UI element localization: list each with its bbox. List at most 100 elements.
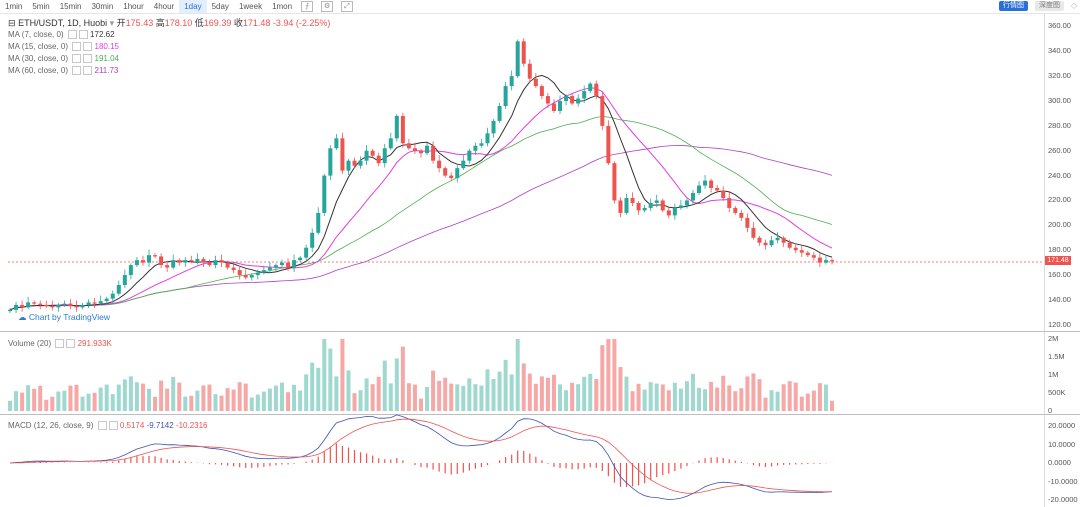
volume-bar — [128, 376, 133, 411]
eye-icon[interactable] — [55, 339, 65, 349]
open-value: 175.43 — [125, 18, 154, 28]
eye-icon[interactable] — [72, 66, 82, 76]
view-depth-button[interactable]: 深度图 — [1035, 1, 1064, 11]
eye-icon[interactable] — [72, 54, 82, 64]
volume-bar — [684, 381, 689, 411]
close-icon[interactable] — [83, 42, 93, 52]
interval-30min[interactable]: 30min — [91, 2, 114, 11]
close-icon[interactable] — [83, 54, 93, 64]
price-tick: 360.00 — [1048, 21, 1071, 31]
candle-body — [352, 160, 357, 166]
candle-body — [763, 242, 768, 246]
macd-hist-bar — [214, 463, 217, 465]
macd-hist-bar — [305, 461, 307, 463]
macd-hist-bar — [789, 463, 791, 465]
tradingview-watermark[interactable]: ☁ Chart by TradingView — [18, 312, 110, 323]
candle-body — [823, 260, 828, 263]
candle-body — [721, 190, 726, 198]
macd-hist-bar — [656, 463, 658, 478]
close-icon[interactable] — [108, 421, 118, 431]
fullscreen-toggle-icon[interactable]: ◇ — [1070, 1, 1077, 10]
macd-hist-bar — [178, 460, 180, 463]
macd-hist-bar — [668, 463, 670, 474]
low-value: 169.39 — [203, 18, 232, 28]
candle-body — [793, 247, 798, 251]
macd-hist-bar — [704, 458, 706, 463]
eye-icon[interactable] — [72, 42, 82, 52]
interval-1week[interactable]: 1week — [238, 2, 263, 11]
macd-hist-bar — [414, 463, 416, 466]
volume-bar — [455, 384, 460, 411]
macd-hist-bar — [353, 450, 356, 463]
eye-icon[interactable] — [67, 30, 77, 40]
candle-body — [419, 150, 423, 154]
interval-1hour[interactable]: 1hour — [123, 2, 144, 11]
candle-body — [606, 125, 611, 164]
ma60-value: 211.73 — [94, 66, 119, 75]
close-icon[interactable] — [78, 30, 88, 40]
volume-bar — [86, 393, 91, 411]
candle-body — [237, 270, 242, 276]
volume-bar — [14, 391, 19, 411]
candle-body — [558, 101, 563, 111]
macd-hist-bar — [420, 463, 422, 467]
volume-bar — [564, 390, 569, 411]
volume-bar — [799, 396, 804, 411]
candle-body — [364, 150, 369, 161]
interval-5day[interactable]: 5day — [211, 2, 229, 11]
candle-body — [660, 200, 665, 211]
symbol-menu-icon[interactable]: ▾ — [109, 18, 115, 28]
macd-hist-bar — [577, 463, 579, 470]
macd-hist-bar — [136, 456, 138, 463]
candle-body — [666, 210, 671, 216]
volume-bar — [286, 392, 291, 411]
volume-bar — [672, 382, 677, 411]
interval-1min[interactable]: 1min — [5, 2, 23, 11]
price-tick: 200.00 — [1048, 220, 1071, 230]
fullscreen-icon[interactable]: ⤢ — [341, 1, 354, 12]
candle-body — [684, 200, 689, 206]
macd-hist-bar — [323, 451, 325, 463]
close-icon[interactable] — [83, 66, 93, 76]
volume-bar — [654, 383, 659, 411]
volume-bar — [419, 398, 423, 411]
interval-1mon[interactable]: 1mon — [272, 2, 293, 11]
macd-hist-bar — [777, 463, 779, 466]
eye-icon[interactable] — [97, 421, 107, 431]
candle-body — [201, 258, 206, 263]
volume-bar — [594, 379, 599, 411]
volume-bar — [279, 382, 284, 411]
volume-bar — [213, 394, 218, 411]
macd-hist-bar — [498, 460, 501, 463]
volume-bar — [261, 391, 266, 411]
candle-body — [467, 150, 472, 161]
candle-body — [140, 260, 145, 263]
interval-15min[interactable]: 15min — [59, 2, 82, 11]
candle-body — [479, 143, 484, 146]
interval-5min[interactable]: 5min — [32, 2, 50, 11]
volume-bar — [570, 382, 575, 411]
macd-hist-bar — [583, 463, 585, 469]
indicator-icon[interactable]: ⨍ — [301, 1, 314, 12]
low-label: 低 — [194, 18, 204, 28]
volume-bar — [183, 396, 188, 411]
view-chart-button[interactable]: 行情图 — [999, 1, 1028, 11]
signal-line — [9, 418, 833, 494]
macd-hist-bar — [547, 463, 549, 464]
volume-bar — [165, 388, 170, 411]
macd-hist-bar — [124, 458, 126, 463]
macd-hist-bar — [263, 463, 265, 467]
macd-hist-bar — [148, 455, 150, 463]
volume-bar — [195, 390, 200, 411]
settings-gear-icon[interactable]: ⚙ — [321, 1, 334, 12]
interval-4hour[interactable]: 4hour — [153, 2, 175, 11]
interval-1day[interactable]: 1day — [179, 0, 207, 13]
collapse-icon[interactable]: ⊟ — [8, 18, 16, 28]
high-value: 178.10 — [164, 18, 193, 28]
ma15-value: 180.15 — [94, 42, 119, 51]
macd-hist-bar — [716, 457, 718, 463]
candle-body — [473, 145, 478, 151]
close-icon[interactable] — [66, 339, 76, 349]
volume-bar — [189, 395, 194, 411]
